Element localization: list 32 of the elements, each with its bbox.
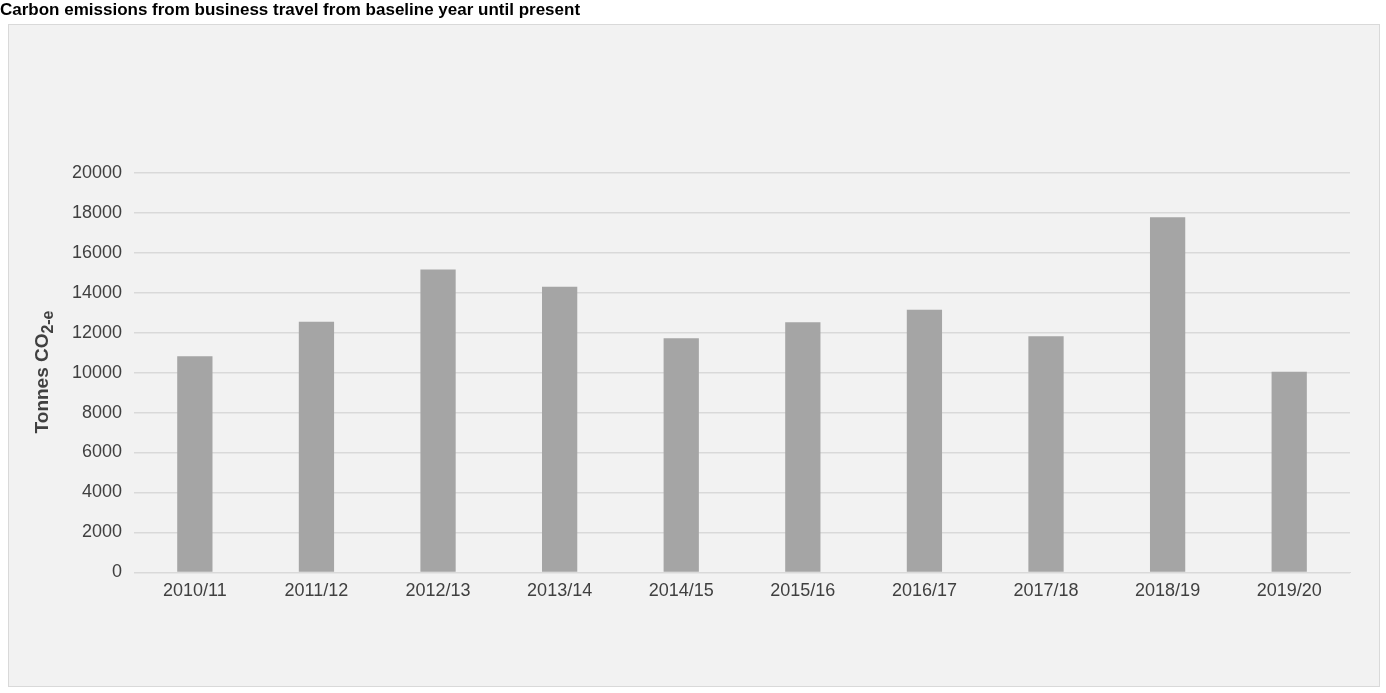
chart-title: Carbon emissions from business travel from baseline year until present <box>0 0 581 20</box>
x-tick-label: 2019/20 <box>1256 580 1322 601</box>
bar <box>1271 371 1307 572</box>
x-tick-label: 2016/17 <box>891 580 957 601</box>
y-tick-label: 10000 <box>71 361 123 382</box>
y-tick-label: 4000 <box>82 481 123 502</box>
y-tick-label: 12000 <box>71 321 123 342</box>
x-tick-label: 2011/12 <box>284 580 349 601</box>
x-tick-label: 2013/14 <box>527 580 593 601</box>
x-tick-label: 2015/16 <box>770 580 836 601</box>
y-tick-label: 8000 <box>82 401 123 422</box>
bar <box>663 338 699 572</box>
y-tick-label: 16000 <box>71 241 123 262</box>
y-tick-label: 18000 <box>71 201 123 222</box>
bar <box>1149 217 1186 572</box>
bar <box>298 321 335 572</box>
bar <box>177 356 213 572</box>
x-tick-label: 2010/11 <box>162 580 227 601</box>
x-tick-label: 2012/13 <box>405 580 471 601</box>
y-tick-label: 2000 <box>82 521 123 542</box>
bar <box>542 286 578 572</box>
y-tick-label: 6000 <box>82 441 123 462</box>
bar <box>906 309 943 572</box>
x-tick-label: 2014/15 <box>648 580 714 601</box>
bar <box>785 322 821 572</box>
x-tick-label: 2017/18 <box>1013 580 1079 601</box>
y-tick-label: 14000 <box>71 281 123 302</box>
bar <box>1028 336 1064 572</box>
bar <box>420 269 456 572</box>
y-tick-label: 20000 <box>71 161 123 182</box>
y-tick-label: 0 <box>112 561 123 582</box>
x-tick-label: 2018/19 <box>1135 580 1201 601</box>
